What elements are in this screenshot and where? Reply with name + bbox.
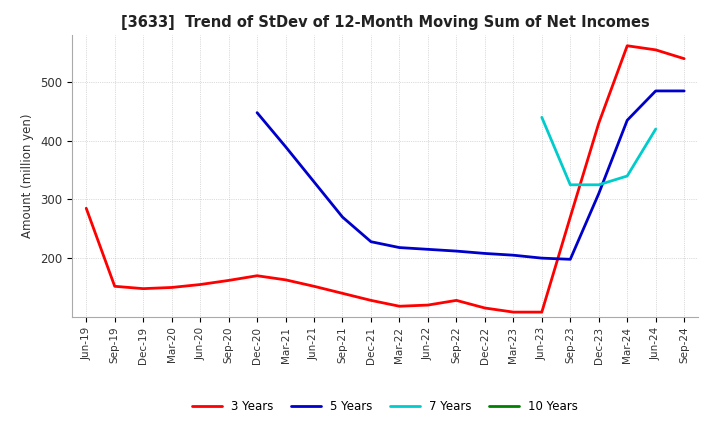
Title: [3633]  Trend of StDev of 12-Month Moving Sum of Net Incomes: [3633] Trend of StDev of 12-Month Moving… <box>121 15 649 30</box>
Legend: 3 Years, 5 Years, 7 Years, 10 Years: 3 Years, 5 Years, 7 Years, 10 Years <box>187 396 583 418</box>
Y-axis label: Amount (million yen): Amount (million yen) <box>22 114 35 238</box>
